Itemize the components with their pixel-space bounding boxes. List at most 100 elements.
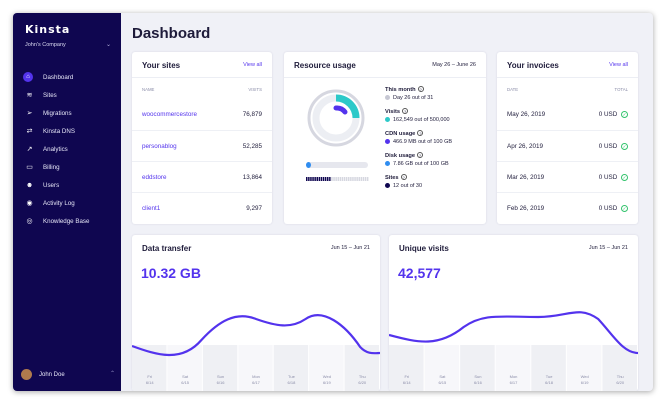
card-header: Unique visits Jun 15 – Jun 21 [389, 235, 638, 261]
table-row[interactable]: Mar 26, 2019 0 USD ✓ [497, 161, 638, 192]
stat-label: Sites? [385, 174, 422, 181]
x-tick-date: 6/14 [403, 380, 412, 385]
invoice-date: May 26, 2019 [507, 111, 546, 118]
help-icon[interactable]: ? [417, 130, 424, 136]
table-row: personablog 52,285 [132, 130, 272, 161]
transfer-date-range: Jun 15 – Jun 21 [330, 245, 370, 251]
sidebar-item-label: Knowledge Base [43, 217, 90, 225]
chevron-up-icon[interactable]: ⌃ [109, 371, 115, 377]
unique-visits-title: Unique visits [399, 244, 449, 253]
invoice-amount: 0 USD [598, 174, 618, 182]
x-tick-date: 6/16 [217, 380, 226, 385]
site-slot [339, 177, 342, 181]
site-link[interactable]: eddstore [142, 174, 167, 181]
chart-column [495, 345, 531, 391]
table-row[interactable]: Feb 26, 2019 0 USD ✓ [497, 192, 638, 223]
usage-bars [306, 162, 369, 181]
stat-label-text: CDN usage [385, 130, 416, 137]
sidebar-item-users[interactable]: ☻ Users [19, 176, 115, 194]
sites-view-all-link[interactable]: View all [243, 62, 262, 68]
card-header: Resource usage May 26 – June 26 [284, 52, 486, 78]
invoice-date: Apr 26, 2019 [507, 143, 544, 150]
site-link[interactable]: personablog [142, 143, 177, 150]
sidebar-item-label: Analytics [43, 145, 68, 153]
table-row[interactable]: May 26, 2019 0 USD ✓ [497, 99, 638, 130]
site-visits: 52,285 [242, 143, 262, 150]
chart-column [460, 345, 495, 391]
legend-dot-icon [385, 116, 390, 122]
x-tick-day: Sat [182, 374, 189, 379]
total-column-label: TOTAL [614, 87, 628, 92]
legend-dot-icon [385, 160, 390, 166]
x-tick-date: 6/19 [323, 380, 332, 385]
month-ring [307, 89, 365, 147]
table-row: woocommercestore 76,879 [132, 99, 272, 130]
kinsta-logo[interactable]: Kinsta [25, 23, 71, 36]
page-title: Dashboard [132, 25, 211, 42]
chevron-down-icon[interactable]: ⌄ [106, 42, 112, 48]
sidebar-item-analytics[interactable]: ↗ Analytics [19, 140, 115, 158]
stat-value-text: 7.86 GB out of 100 GB [393, 160, 449, 167]
sidebar-item-dashboard[interactable]: ⌂ Dashboard [19, 68, 115, 86]
sidebar-item-activity-log[interactable]: ◉ Activity Log [19, 194, 115, 212]
help-icon[interactable]: ? [417, 86, 424, 92]
eye-icon: ◉ [26, 200, 33, 207]
sidebar-item-sites[interactable]: ≋ Sites [19, 86, 115, 104]
resource-date-range: May 26 – June 26 [432, 62, 476, 68]
chart-column [424, 345, 460, 391]
company-switcher[interactable]: John's Company [25, 42, 66, 48]
chart-column [389, 345, 424, 391]
invoice-date: Feb 26, 2019 [507, 205, 545, 212]
usage-ring-chart [307, 89, 365, 147]
data-transfer-card: Data transfer Jun 15 – Jun 21 10.32 GB F… [132, 235, 380, 391]
main-content: Dashboard Your sites View all NAME VISIT… [121, 13, 653, 391]
stat-label-text: Visits [385, 108, 401, 115]
site-slot [343, 177, 346, 181]
disk-bar-track [306, 162, 368, 168]
sites-column-header: NAME VISITS [142, 87, 262, 95]
visits-total: 42,577 [398, 265, 441, 281]
site-slot [312, 177, 314, 181]
sidebar-item-knowledge-base[interactable]: ◎ Knowledge Base [19, 212, 115, 230]
disk-bar-fill [306, 162, 311, 168]
stat-label-text: Disk usage [385, 152, 416, 159]
site-slot [354, 177, 356, 181]
site-slot [345, 177, 348, 181]
sliders-icon: ⇄ [26, 128, 33, 135]
user-menu[interactable]: John Doe ⌃ [21, 369, 117, 380]
site-slot [335, 177, 337, 181]
sidebar-item-kinsta-dns[interactable]: ⇄ Kinsta DNS [19, 122, 115, 140]
site-link[interactable]: client1 [142, 205, 161, 212]
trend-icon: ↗ [26, 146, 33, 153]
invoice-total: 0 USD ✓ [599, 143, 628, 150]
invoice-date: Mar 26, 2019 [507, 174, 545, 181]
chart-column [309, 345, 344, 391]
chart-column [238, 345, 273, 391]
check-circle-icon: ✓ [621, 174, 628, 181]
sidebar-item-billing[interactable]: ▭ Billing [19, 158, 115, 176]
site-slot [327, 177, 329, 181]
help-icon[interactable]: ? [400, 174, 407, 180]
sidebar-item-label: Migrations [43, 109, 72, 117]
x-tick-date: 6/18 [288, 380, 297, 385]
resource-usage-card: Resource usage May 26 – June 26 This mon… [284, 52, 486, 224]
sidebar-item-migrations[interactable]: ➢ Migrations [19, 104, 115, 122]
stat-label-text: Sites [385, 174, 399, 181]
table-row[interactable]: Apr 26, 2019 0 USD ✓ [497, 130, 638, 161]
stat-label: Visits? [385, 108, 450, 115]
x-tick-date: 6/16 [474, 380, 483, 385]
invoice-amount: 0 USD [598, 111, 618, 119]
site-slot [310, 177, 312, 181]
help-icon[interactable]: ? [417, 152, 424, 158]
x-tick-day: Tue [546, 374, 554, 379]
x-tick-day: Fri [147, 374, 152, 379]
invoices-card: Your invoices View all DATE TOTAL May 26… [497, 52, 638, 224]
x-tick-day: Tue [288, 374, 296, 379]
stat-value: 466.9 MB out of 100 GB [385, 139, 452, 145]
x-tick-day: Wed [581, 374, 589, 379]
site-slot [324, 177, 327, 181]
site-slot [322, 177, 325, 181]
invoices-view-all-link[interactable]: View all [609, 62, 628, 68]
help-icon[interactable]: ? [402, 108, 409, 114]
site-link[interactable]: woocommercestore [142, 111, 197, 118]
